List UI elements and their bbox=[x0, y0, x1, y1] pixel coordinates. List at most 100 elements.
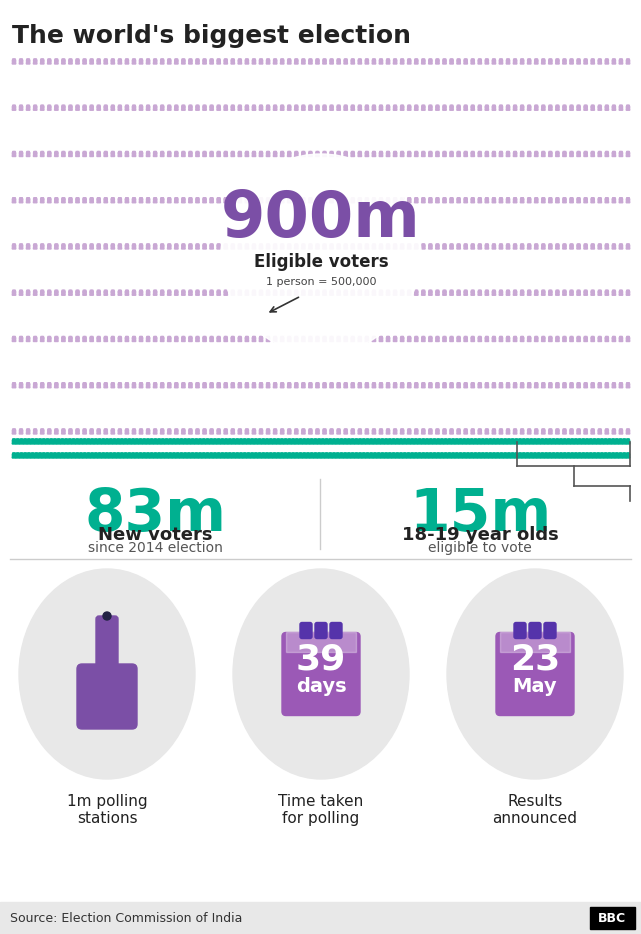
Polygon shape bbox=[138, 439, 142, 444]
Polygon shape bbox=[315, 290, 319, 295]
Circle shape bbox=[150, 453, 153, 456]
Circle shape bbox=[464, 290, 467, 293]
Circle shape bbox=[142, 453, 146, 456]
Circle shape bbox=[429, 336, 432, 340]
Circle shape bbox=[199, 439, 202, 442]
Circle shape bbox=[429, 439, 433, 442]
Circle shape bbox=[111, 244, 115, 248]
Circle shape bbox=[236, 439, 239, 442]
Polygon shape bbox=[104, 151, 108, 157]
Circle shape bbox=[251, 439, 254, 442]
Polygon shape bbox=[372, 429, 376, 434]
Circle shape bbox=[577, 383, 580, 386]
Circle shape bbox=[238, 106, 242, 108]
Polygon shape bbox=[280, 453, 284, 458]
Circle shape bbox=[474, 439, 477, 442]
Circle shape bbox=[26, 383, 29, 386]
Circle shape bbox=[20, 453, 23, 456]
Circle shape bbox=[443, 244, 446, 248]
Polygon shape bbox=[259, 59, 263, 64]
Circle shape bbox=[471, 290, 474, 293]
Circle shape bbox=[526, 439, 529, 442]
Circle shape bbox=[87, 439, 90, 442]
Circle shape bbox=[68, 453, 71, 456]
Circle shape bbox=[262, 439, 265, 442]
Circle shape bbox=[189, 59, 192, 63]
Circle shape bbox=[26, 59, 29, 63]
Circle shape bbox=[535, 59, 538, 63]
Circle shape bbox=[330, 336, 333, 340]
Circle shape bbox=[323, 198, 326, 201]
Circle shape bbox=[105, 439, 109, 442]
Circle shape bbox=[33, 290, 37, 293]
Polygon shape bbox=[351, 429, 354, 434]
Polygon shape bbox=[217, 151, 221, 157]
Circle shape bbox=[231, 59, 235, 63]
Polygon shape bbox=[464, 106, 467, 110]
Polygon shape bbox=[563, 336, 566, 342]
Polygon shape bbox=[351, 383, 354, 388]
Polygon shape bbox=[365, 106, 369, 110]
Circle shape bbox=[351, 290, 354, 293]
Polygon shape bbox=[499, 151, 503, 157]
Polygon shape bbox=[425, 453, 429, 458]
Polygon shape bbox=[626, 439, 630, 444]
Circle shape bbox=[608, 453, 611, 456]
Polygon shape bbox=[54, 151, 58, 157]
Polygon shape bbox=[542, 106, 545, 110]
Polygon shape bbox=[287, 429, 291, 434]
Polygon shape bbox=[332, 453, 336, 458]
Circle shape bbox=[372, 151, 376, 155]
Polygon shape bbox=[181, 244, 185, 249]
Polygon shape bbox=[176, 439, 179, 444]
Circle shape bbox=[139, 383, 143, 386]
Polygon shape bbox=[194, 453, 198, 458]
Circle shape bbox=[35, 439, 38, 442]
Polygon shape bbox=[120, 453, 124, 458]
Polygon shape bbox=[440, 453, 444, 458]
Polygon shape bbox=[406, 439, 410, 444]
Polygon shape bbox=[47, 106, 51, 110]
Circle shape bbox=[238, 383, 242, 386]
Text: BBC: BBC bbox=[598, 912, 626, 925]
Circle shape bbox=[612, 151, 615, 155]
Polygon shape bbox=[577, 429, 580, 434]
Circle shape bbox=[118, 106, 122, 108]
Circle shape bbox=[191, 439, 194, 442]
Circle shape bbox=[182, 429, 185, 432]
Circle shape bbox=[372, 290, 376, 293]
Circle shape bbox=[392, 439, 395, 442]
Polygon shape bbox=[401, 59, 404, 64]
Circle shape bbox=[337, 290, 340, 293]
Polygon shape bbox=[313, 439, 317, 444]
Polygon shape bbox=[520, 429, 524, 434]
Polygon shape bbox=[372, 59, 376, 64]
Circle shape bbox=[113, 453, 116, 456]
Circle shape bbox=[506, 198, 510, 201]
Polygon shape bbox=[83, 151, 87, 157]
Polygon shape bbox=[231, 106, 235, 110]
Circle shape bbox=[511, 453, 514, 456]
Circle shape bbox=[457, 429, 460, 432]
Polygon shape bbox=[440, 439, 444, 444]
Polygon shape bbox=[266, 59, 270, 64]
Circle shape bbox=[117, 453, 120, 456]
Circle shape bbox=[217, 151, 221, 155]
Polygon shape bbox=[381, 453, 384, 458]
Circle shape bbox=[415, 244, 418, 248]
Polygon shape bbox=[563, 244, 566, 249]
Circle shape bbox=[520, 59, 524, 63]
Polygon shape bbox=[622, 453, 626, 458]
Circle shape bbox=[267, 151, 270, 155]
Polygon shape bbox=[83, 198, 87, 203]
Circle shape bbox=[365, 198, 369, 201]
Circle shape bbox=[253, 106, 256, 108]
Circle shape bbox=[288, 151, 291, 155]
Circle shape bbox=[65, 453, 68, 456]
Circle shape bbox=[488, 439, 492, 442]
Circle shape bbox=[54, 151, 58, 155]
Polygon shape bbox=[500, 439, 503, 444]
Circle shape bbox=[104, 336, 107, 340]
Circle shape bbox=[274, 151, 277, 155]
Circle shape bbox=[246, 151, 249, 155]
